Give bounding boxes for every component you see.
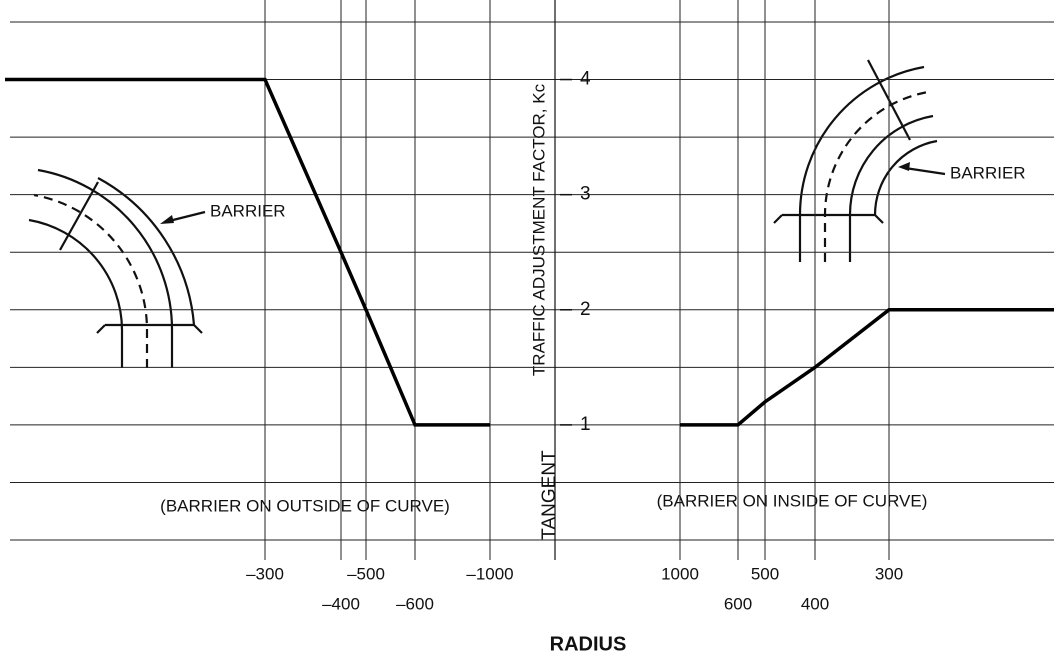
annotation: (BARRIER ON INSIDE OF CURVE): [657, 491, 928, 510]
y-tick-label: 3: [580, 184, 591, 205]
x-tick-label: –300: [246, 564, 284, 583]
y-tick-label: 1: [580, 414, 591, 435]
x-tick-label: 1000: [661, 564, 699, 583]
x-tick-label: TANGENT: [539, 450, 560, 540]
annotation: BARRIER: [210, 201, 286, 220]
x-tick-label: 600: [724, 594, 752, 613]
x-tick-label: 500: [751, 564, 779, 583]
x-tick-label: –400: [322, 594, 360, 613]
annotation: (BARRIER ON OUTSIDE OF CURVE): [160, 496, 450, 515]
chart: RADIUS TRAFFIC ADJUSTMENT FACTOR, Kc (BA…: [0, 0, 1054, 661]
outside-curve-illustration: [29, 170, 205, 368]
arrow: [898, 162, 910, 171]
x-tick-label: –1000: [466, 564, 513, 583]
arrow: [160, 215, 174, 224]
y-tick-label: 2: [580, 299, 591, 320]
x-tick-label: –500: [347, 564, 385, 583]
x-tick-label: 300: [875, 564, 903, 583]
inside-curve-illustration: [774, 60, 945, 262]
x-axis-title: RADIUS: [550, 633, 627, 655]
x-tick-label: –600: [396, 594, 434, 613]
y-axis-title: TRAFFIC ADJUSTMENT FACTOR, Kc: [529, 83, 548, 376]
y-tick-label: 4: [580, 69, 591, 90]
annotation: BARRIER: [950, 163, 1026, 182]
x-tick-label: 400: [801, 594, 829, 613]
